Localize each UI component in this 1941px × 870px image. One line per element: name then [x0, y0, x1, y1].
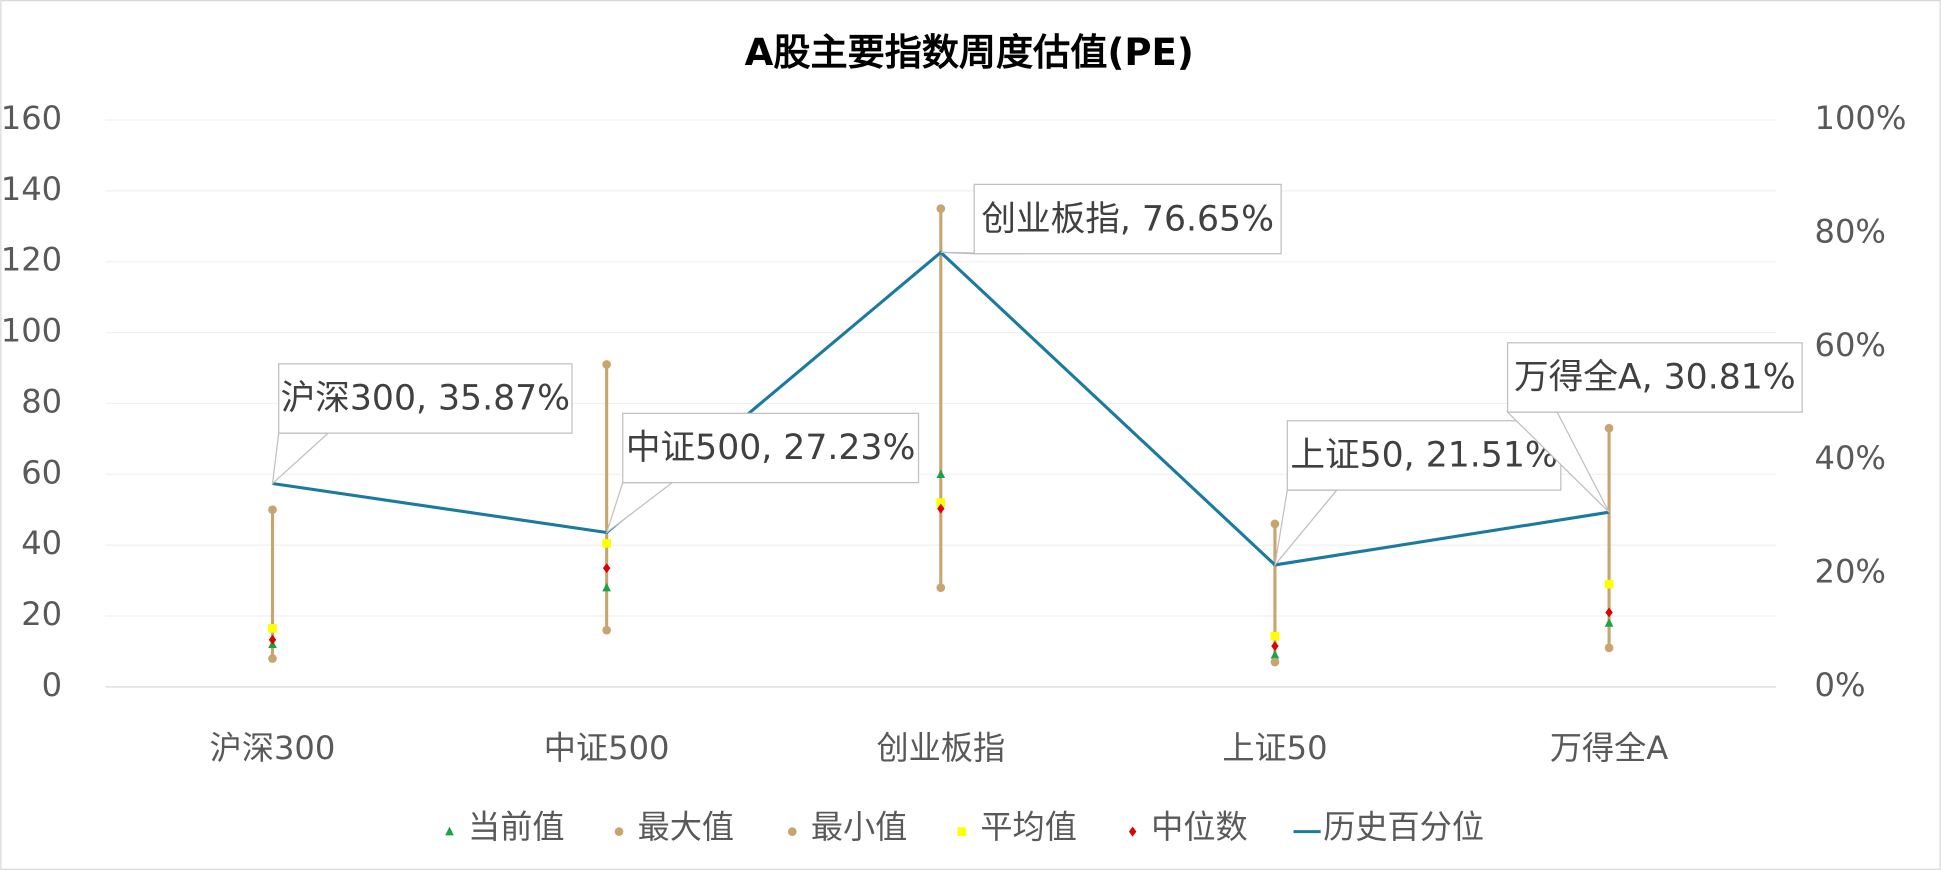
marker-triangle [1604, 618, 1614, 627]
callout-box [622, 412, 920, 484]
chart-title: A股主要指数周度估值(PE) [745, 31, 1194, 74]
x-tick-label: 上证50 [1222, 729, 1327, 767]
y-tick-label: 120 [1, 241, 62, 279]
marker-circle [1270, 657, 1280, 667]
marker-triangle [1270, 650, 1280, 659]
data-label: 创业板指, 76.65% [981, 199, 1274, 239]
y-tick-label: 20 [21, 595, 62, 633]
marker-circle [268, 505, 277, 515]
marker-square [957, 827, 967, 836]
marker-square [936, 498, 946, 507]
y2-tick-label: 60% [1815, 326, 1886, 364]
y-tick-label: 60 [21, 453, 62, 491]
legend-label: 最大值 [638, 808, 734, 846]
marker-square [1604, 579, 1614, 589]
y-tick-label: 140 [1, 170, 62, 208]
marker-circle [936, 583, 946, 592]
marker-square [268, 624, 277, 633]
marker-circle [614, 827, 624, 836]
callout-box [1506, 342, 1803, 413]
marker-circle [936, 204, 946, 213]
legend-label: 历史百分位 [1323, 808, 1484, 846]
y2-tick-label: 40% [1815, 439, 1886, 477]
y-tick-label: 160 [1, 99, 62, 137]
marker-diamond [937, 503, 945, 514]
y2-tick-label: 80% [1815, 212, 1886, 250]
x-tick-label: 中证500 [544, 729, 670, 767]
legend-label: 当前值 [468, 808, 564, 846]
marker-diamond [1605, 607, 1613, 618]
marker-triangle [602, 582, 611, 592]
marker-triangle [936, 469, 946, 479]
legend-label: 最小值 [811, 808, 907, 846]
marker-triangle [445, 826, 454, 836]
marker-circle [602, 625, 611, 635]
marker-circle [1604, 423, 1614, 433]
data-label: 中证500, 27.23% [626, 428, 916, 468]
callout-box [278, 363, 573, 434]
callout-box [1286, 420, 1562, 491]
legend-label: 平均值 [980, 808, 1076, 846]
x-tick-label: 万得全A [1550, 729, 1668, 767]
marker-diamond [1128, 826, 1137, 837]
marker-circle [1270, 519, 1280, 529]
data-label: 上证50, 21.51% [1290, 436, 1557, 476]
y-tick-label: 100 [1, 312, 62, 350]
x-tick-label: 创业板指 [876, 729, 1005, 767]
y2-tick-label: 100% [1815, 99, 1907, 137]
y2-tick-label: 20% [1815, 552, 1886, 590]
data-label: 沪深300, 35.87% [281, 379, 571, 419]
y-tick-label: 80 [21, 382, 62, 420]
legend-label: 中位数 [1151, 808, 1247, 846]
marker-circle [787, 827, 797, 836]
callout-box [973, 183, 1282, 255]
y-tick-label: 40 [21, 524, 62, 562]
marker-square [1270, 631, 1280, 641]
marker-circle [1604, 643, 1614, 653]
y2-tick-label: 0% [1815, 666, 1866, 704]
marker-square [602, 539, 611, 548]
marker-circle [602, 360, 611, 369]
marker-circle [268, 654, 277, 663]
x-tick-label: 沪深300 [210, 729, 336, 767]
data-label: 万得全A, 30.81% [1514, 358, 1796, 398]
y-tick-label: 0 [42, 666, 62, 704]
